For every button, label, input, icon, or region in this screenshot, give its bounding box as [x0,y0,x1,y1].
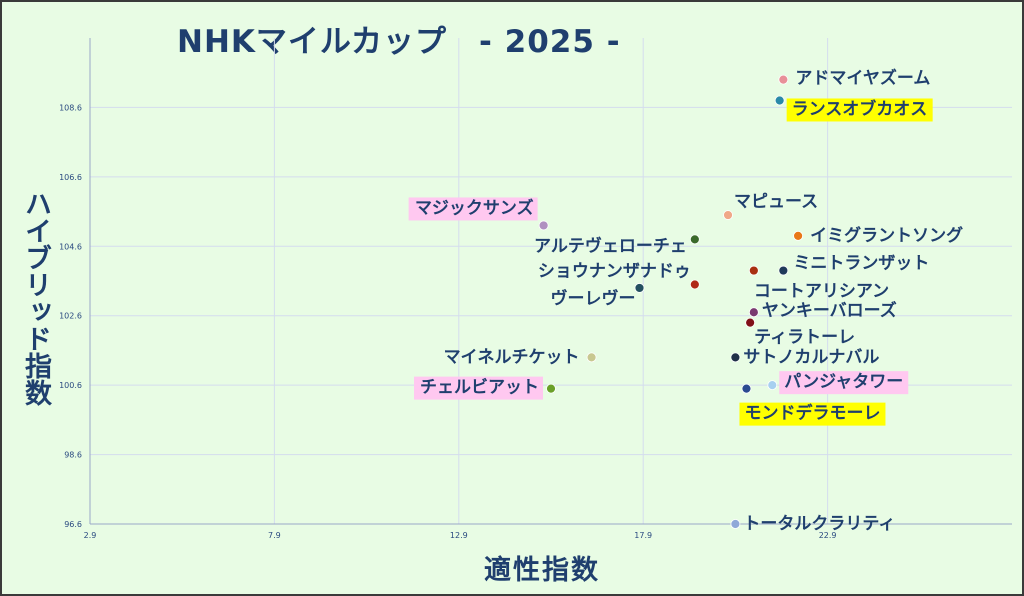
data-point [586,352,597,363]
data-point [723,210,733,220]
point-label: ヤンキーバローズ [762,300,897,321]
data-point [730,352,741,363]
data-point [778,265,789,276]
point-label: マジックサンズ [415,197,534,218]
point-label: マピュース [734,192,818,212]
data-point [741,383,752,394]
y-tick-label: 102.6 [59,312,82,321]
point-label: サトノカルナバル [743,347,879,367]
data-point [748,307,759,318]
y-tick-label: 104.6 [59,242,82,251]
y-axis-label: ハイブリッド指数 [20,190,51,406]
data-point [774,95,785,106]
x-tick-label: 12.9 [450,531,468,540]
data-point [730,519,741,529]
point-label: ショウナンザナドゥ [538,261,691,281]
point-label: モンドデラモーレ [744,403,880,424]
point-label: イミグラントソング [810,225,963,246]
label-highlight [786,98,933,122]
point-label: パンジャタワー [784,372,903,392]
data-point [546,383,556,394]
point-label: マイネルチケット [444,347,580,367]
label-highlight [408,197,538,221]
point-label: アルテヴェローチェ [534,235,687,256]
y-tick-label: 98.6 [64,451,82,460]
label-highlight [739,402,886,426]
chart-title: NHKマイルカップ - 2025 - [177,24,621,60]
data-point [793,230,803,241]
x-tick-label: 22.9 [819,531,837,540]
data-point [689,234,700,245]
point-label: ランスオブカオス [792,98,928,119]
data-point [767,380,778,391]
y-tick-label: 106.6 [59,173,82,182]
data-point [689,279,700,290]
point-label: ティラトーレ [754,328,855,348]
data-point [745,317,756,328]
point-label: アドマイヤズーム [795,68,930,89]
data-point [778,74,789,85]
y-tick-label: 100.6 [59,381,82,390]
y-tick-label: 96.6 [64,520,82,529]
y-tick-label: 108.6 [59,103,82,112]
data-point [538,220,549,231]
point-label: コートアリシアン [754,282,889,302]
x-tick-label: 17.9 [634,531,652,540]
x-tick-label: 7.9 [268,531,281,540]
data-point [748,265,759,276]
point-label: ヴーレヴー [551,288,636,309]
x-tick-label: 2.9 [84,531,97,540]
x-axis-label: 適性指数 [484,555,600,586]
point-label: トータルクラリティ [743,514,895,534]
point-label: チェルビアット [420,378,539,398]
label-highlight [779,371,909,395]
point-label: ミニトランザット [793,254,929,274]
label-highlight [414,376,543,400]
data-point [634,283,645,293]
